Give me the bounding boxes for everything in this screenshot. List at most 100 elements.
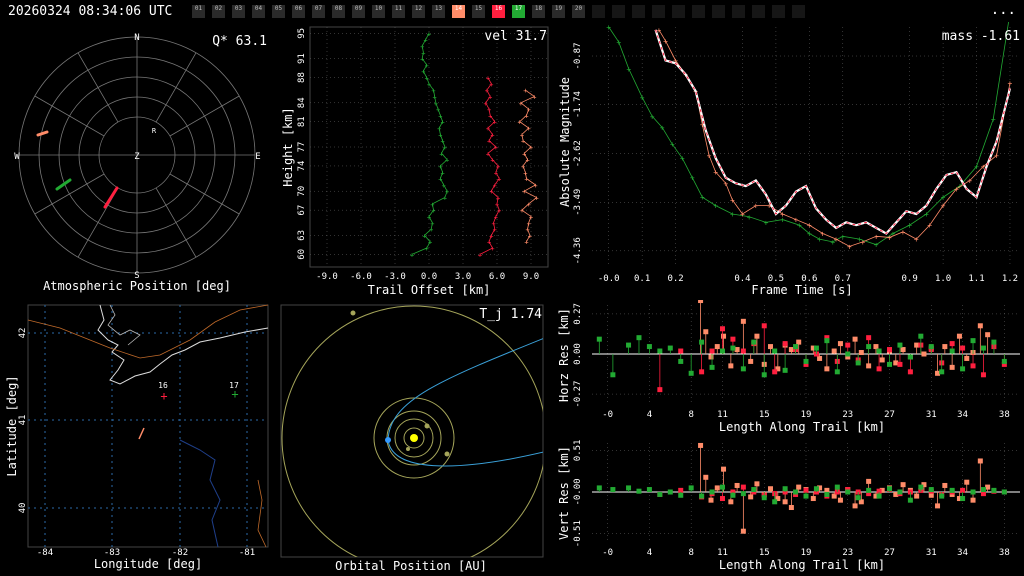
- mag-point: +: [707, 151, 712, 160]
- horz-point-green: [646, 344, 652, 350]
- mag-xtick: 0.4: [734, 274, 750, 284]
- station-13[interactable]: 13: [432, 5, 445, 18]
- vert-point-green: [834, 484, 840, 490]
- horz-point-orange: [942, 344, 948, 350]
- horz-point-green: [824, 338, 830, 344]
- station-17-marker: +: [231, 387, 238, 401]
- vert-point-orange: [935, 503, 941, 509]
- station-04[interactable]: 04: [252, 5, 265, 18]
- height-point: +: [519, 100, 523, 108]
- horz-point-green: [949, 348, 955, 354]
- horz-point-red: [730, 336, 736, 342]
- station-17[interactable]: 17: [512, 5, 525, 18]
- mag-ytick: -0.87: [573, 42, 583, 69]
- horz-point-green: [834, 369, 840, 375]
- station-09[interactable]: 09: [352, 5, 365, 18]
- menu-button[interactable]: ...: [990, 2, 1016, 18]
- vert-point-green: [740, 491, 746, 497]
- map-gridlines: [28, 305, 268, 547]
- height-point: +: [491, 220, 495, 228]
- station-18[interactable]: 18: [532, 5, 545, 18]
- station-15[interactable]: 15: [472, 5, 485, 18]
- vert-point-green: [667, 489, 673, 495]
- station-10[interactable]: 10: [372, 5, 385, 18]
- station-slot[interactable]: [672, 5, 685, 18]
- vert-point-green: [793, 489, 799, 495]
- mag-point: +: [1008, 79, 1013, 88]
- mag-ylabel: Absolute Magnitude: [558, 77, 572, 207]
- station-20[interactable]: 20: [572, 5, 585, 18]
- horz-point-orange: [866, 363, 872, 369]
- station-11[interactable]: 11: [392, 5, 405, 18]
- mag-point: +: [817, 235, 822, 244]
- height-xtick: 6.0: [489, 272, 505, 282]
- height-point: +: [439, 150, 443, 158]
- vert-point-green: [845, 489, 851, 495]
- station-slot[interactable]: [712, 5, 725, 18]
- station-02[interactable]: 02: [212, 5, 225, 18]
- station-slot[interactable]: [732, 5, 745, 18]
- horz-ytick: 0.00: [573, 343, 583, 365]
- mag-point: +: [874, 232, 879, 241]
- horz-xtick: 38: [999, 410, 1010, 420]
- horz-point-red: [678, 348, 684, 354]
- station-slot[interactable]: [592, 5, 605, 18]
- station-slot[interactable]: [692, 5, 705, 18]
- station-08[interactable]: 08: [332, 5, 345, 18]
- horz-point-orange: [728, 363, 734, 369]
- station-slot[interactable]: [652, 5, 665, 18]
- horz-point-red: [845, 342, 851, 348]
- horz-point-green: [813, 345, 819, 351]
- station-03[interactable]: 03: [232, 5, 245, 18]
- station-05[interactable]: 05: [272, 5, 285, 18]
- height-point: +: [518, 119, 522, 127]
- horz-ytick: 0.27: [573, 303, 583, 325]
- vert-xtick: 11: [717, 548, 728, 558]
- station-slot[interactable]: [792, 5, 805, 18]
- station-slot[interactable]: [632, 5, 645, 18]
- horz-point-red: [824, 335, 830, 341]
- sky-plot: N S E W Z R Q* 63.1 Atmospheric Position…: [14, 33, 267, 293]
- station-01[interactable]: 01: [192, 5, 205, 18]
- height-point: +: [490, 157, 494, 165]
- station-slot[interactable]: [612, 5, 625, 18]
- horz-point-orange: [703, 329, 709, 335]
- station-07[interactable]: 07: [312, 5, 325, 18]
- height-point: +: [488, 112, 492, 120]
- station-06[interactable]: 06: [292, 5, 305, 18]
- station-slot[interactable]: [772, 5, 785, 18]
- vert-point-green: [897, 489, 903, 495]
- velocity-label: vel 31.7: [484, 29, 547, 44]
- station-12[interactable]: 12: [412, 5, 425, 18]
- map-xtick: -83: [104, 548, 120, 558]
- station-16[interactable]: 16: [492, 5, 505, 18]
- station-14[interactable]: 14: [452, 5, 465, 18]
- mag-point: +: [914, 235, 919, 244]
- vert-point-orange: [837, 497, 843, 503]
- height-point: +: [422, 232, 426, 240]
- horz-point-orange: [879, 357, 885, 363]
- mag-point: +: [927, 221, 932, 230]
- height-point: +: [524, 176, 528, 184]
- height-point: +: [420, 43, 424, 51]
- horz-point-red: [740, 348, 746, 354]
- mag-point: +: [860, 238, 865, 247]
- height-point: +: [428, 239, 432, 247]
- horz-point-orange: [740, 318, 746, 324]
- vert-point-green: [1001, 489, 1007, 495]
- mag-point: +: [753, 202, 758, 211]
- vert-point-green: [772, 499, 778, 505]
- height-point: +: [493, 119, 497, 127]
- station-slot[interactable]: [752, 5, 765, 18]
- height-ytick: 88: [297, 72, 307, 83]
- horz-xtick: 19: [801, 410, 812, 420]
- mag-ytick: -2.62: [573, 140, 583, 167]
- height-xtick: 3.0: [455, 272, 471, 282]
- vert-point-orange: [985, 484, 991, 490]
- height-point: +: [425, 245, 429, 253]
- vert-point-orange: [824, 487, 830, 493]
- horz-point-red: [1001, 361, 1007, 367]
- horz-xtick: -0: [602, 410, 613, 420]
- planet-3-icon: [444, 451, 450, 457]
- station-19[interactable]: 19: [552, 5, 565, 18]
